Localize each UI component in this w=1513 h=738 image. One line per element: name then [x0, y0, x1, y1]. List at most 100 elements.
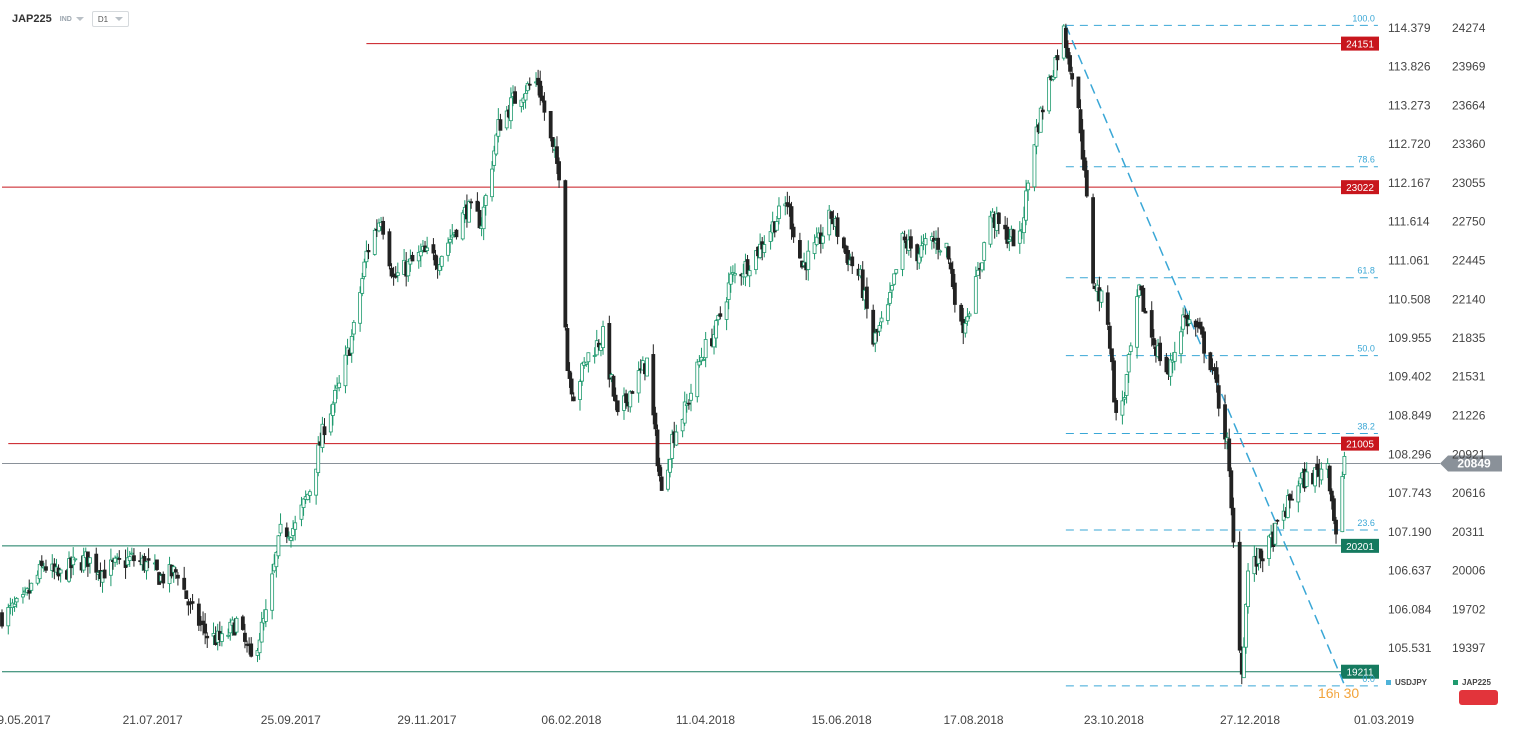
- alert-button[interactable]: [1459, 690, 1498, 705]
- candle-body: [724, 301, 729, 320]
- candle-body: [1329, 490, 1334, 502]
- legend-usdjpy[interactable]: USDJPY: [1386, 678, 1427, 687]
- candle-body: [372, 229, 377, 255]
- candle-body: [364, 250, 369, 263]
- candle-body: [1267, 535, 1271, 559]
- candle-body: [789, 206, 794, 230]
- candle-body: [418, 251, 423, 257]
- usdjpy-tick-label: 109.955: [1388, 331, 1432, 345]
- candle-body: [1229, 470, 1234, 509]
- candle-body: [1063, 27, 1068, 49]
- candle-body: [301, 498, 306, 508]
- fibo-level-label: 38.2: [1357, 422, 1375, 432]
- price-tick-label: 23055: [1452, 176, 1486, 190]
- candle-body: [1296, 485, 1301, 503]
- candle-body: [865, 286, 869, 309]
- candle-body: [584, 362, 589, 365]
- candle-body: [21, 594, 25, 598]
- candle-body: [234, 617, 239, 633]
- candle-body: [1135, 296, 1139, 348]
- candle-body: [586, 352, 591, 363]
- candle-body: [132, 555, 136, 562]
- usdjpy-tick-label: 106.084: [1388, 602, 1432, 616]
- candle-body: [362, 261, 367, 277]
- time-tick-label: 19.05.2017: [0, 713, 51, 727]
- price-axis: 24274 114.379 23969 113.826 23664 113.273 2336…: [1388, 21, 1486, 655]
- level-tag-label: 23022: [1346, 183, 1374, 194]
- candle-body: [1114, 400, 1119, 413]
- candle-body: [351, 321, 356, 335]
- timeframe-selector[interactable]: D1: [91, 11, 130, 27]
- candle-body: [540, 95, 545, 101]
- level-tag-label: 21005: [1346, 440, 1374, 451]
- candle-body: [892, 273, 897, 285]
- candle-body: [659, 476, 664, 491]
- candle-body: [446, 242, 450, 256]
- candle-body: [416, 251, 421, 262]
- candle-body: [483, 195, 488, 206]
- fibonacci-retracement[interactable]: 100.0 78.6 61.8 50.0 38.2 23.6 0.0: [1065, 13, 1378, 689]
- candle-body: [67, 558, 71, 582]
- candle-body: [504, 110, 509, 129]
- candle-body: [1099, 290, 1104, 303]
- candle-body: [125, 557, 130, 566]
- candle-body: [1007, 239, 1012, 242]
- candle-body: [963, 322, 968, 334]
- fibo-level-label: 0.0: [1362, 674, 1375, 684]
- candle-body: [695, 361, 700, 398]
- candle-body: [814, 236, 819, 246]
- candle-body: [1319, 468, 1324, 481]
- candle-body: [278, 523, 283, 534]
- usdjpy-tick-label: 106.637: [1388, 564, 1432, 578]
- candle-body: [1244, 603, 1248, 648]
- legend-label: USDJPY: [1395, 678, 1428, 687]
- candle-body: [525, 83, 530, 92]
- candle-body: [1112, 360, 1116, 403]
- candle-body: [703, 339, 708, 359]
- candle-body: [846, 250, 850, 265]
- candle-body: [1107, 325, 1112, 349]
- candle-body: [395, 272, 400, 276]
- candle-body: [1038, 107, 1043, 133]
- candle-body: [289, 537, 293, 541]
- candle-body: [563, 180, 568, 328]
- candle-body: [674, 431, 679, 446]
- candle-body: [1298, 477, 1303, 485]
- candle-body: [1124, 374, 1129, 396]
- candle-body: [666, 469, 670, 490]
- candle-body: [523, 93, 528, 101]
- candle-body: [919, 245, 924, 258]
- candle-body: [1128, 345, 1133, 352]
- level-tag: [1341, 664, 1379, 679]
- candle-body: [982, 242, 987, 261]
- candle-body: [201, 620, 205, 625]
- candle-body: [624, 393, 628, 404]
- candle-body: [425, 247, 430, 252]
- candle-body: [628, 391, 633, 408]
- market-selector[interactable]: IND: [60, 16, 84, 23]
- candle-body: [81, 555, 86, 571]
- candle-body: [697, 361, 702, 366]
- candle-body: [548, 110, 553, 139]
- price-tick-label: 23360: [1452, 137, 1486, 151]
- candle-body: [27, 589, 32, 594]
- candle-body: [1122, 397, 1127, 400]
- candle-body: [827, 209, 832, 236]
- candle-body: [333, 390, 337, 404]
- candle-body: [821, 235, 825, 244]
- candle-body: [226, 634, 231, 637]
- candle-body: [37, 563, 42, 580]
- price-tick-label: 22445: [1452, 254, 1486, 268]
- candle-body: [682, 401, 687, 424]
- time-tick-label: 15.06.2018: [812, 713, 872, 727]
- legend-jap225[interactable]: JAP225: [1453, 678, 1491, 687]
- candle-body: [322, 426, 327, 436]
- candle-body: [144, 561, 149, 572]
- candle-body: [959, 304, 964, 322]
- candle-body: [622, 395, 626, 411]
- price-tick-label: 21531: [1452, 370, 1486, 384]
- candle-body: [1172, 351, 1177, 362]
- candle-body: [885, 304, 890, 321]
- legend-swatch: [1386, 680, 1391, 685]
